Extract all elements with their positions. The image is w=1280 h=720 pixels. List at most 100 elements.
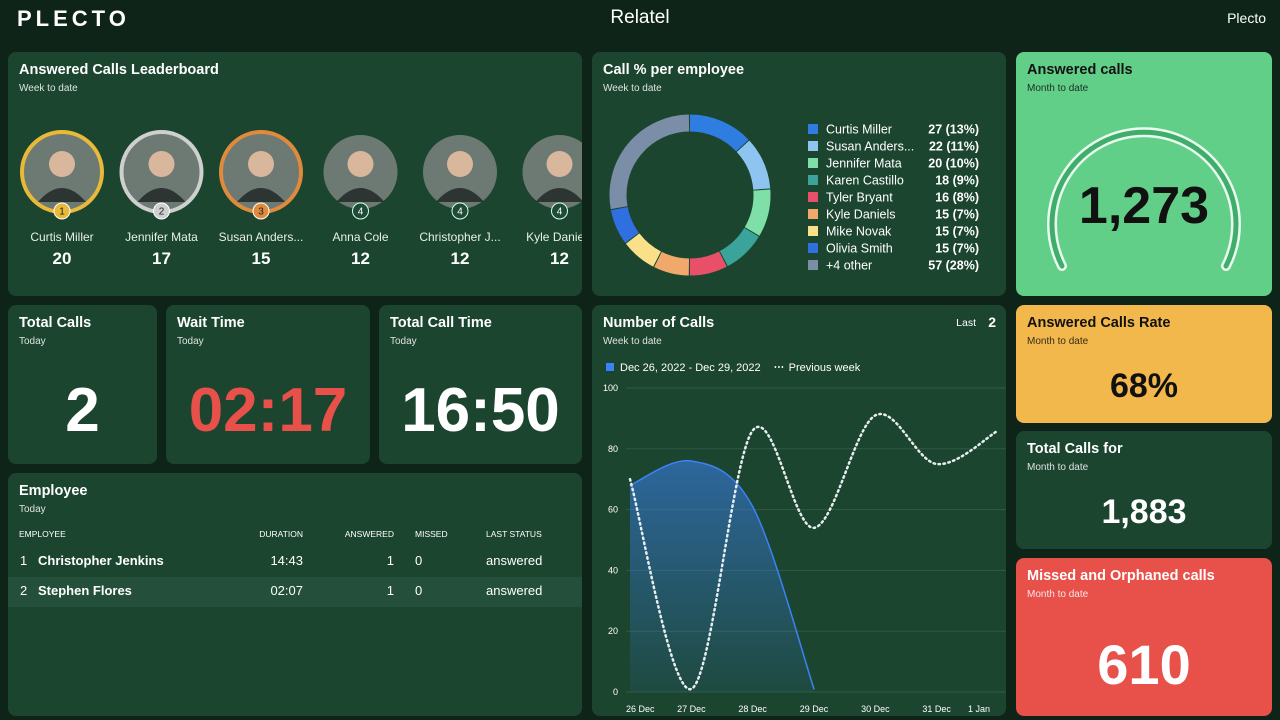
avatar-body: [336, 188, 385, 202]
legend-value: 27 (13%): [928, 123, 979, 137]
legend-swatch: [808, 260, 818, 270]
kpi-value: 1,273: [1078, 177, 1210, 235]
rank: 3: [258, 207, 264, 218]
kpi-value: 16:50: [401, 376, 560, 445]
y-tick-label: 80: [608, 444, 618, 454]
card: Total Call Time Today 16:50: [379, 305, 582, 464]
rank-badge: [153, 202, 170, 220]
column-header: MISSED: [415, 529, 448, 539]
donut-segment: [689, 251, 727, 276]
rank-badge: [53, 202, 71, 220]
leader-name: Christopher J...: [419, 230, 500, 244]
x-tick-label: 29 Dec: [800, 704, 829, 714]
table-cell: 1: [386, 583, 394, 598]
column-header: DURATION: [259, 529, 303, 539]
rank: 4: [358, 207, 364, 218]
legend-value: 15 (7%): [935, 242, 979, 256]
y-tick-label: 20: [608, 626, 618, 636]
donut-segment: [689, 114, 749, 152]
leader-name: Kyle Daniels: [526, 230, 582, 244]
avatar-head: [248, 151, 274, 177]
legend-label: Mike Novak: [826, 225, 892, 239]
card-title: Total Calls for: [1027, 441, 1123, 457]
legend-swatch: [808, 192, 818, 202]
card-subtitle: Week to date: [603, 83, 662, 94]
table-cell: Stephen Flores: [38, 583, 132, 598]
legend-value: 20 (10%): [928, 157, 979, 171]
legend-label: +4 other: [826, 259, 872, 273]
account: Plecto: [1227, 10, 1266, 26]
x-tick-label: 28 Dec: [738, 704, 767, 714]
card-title: Employee: [19, 483, 88, 499]
table-cell: Christopher Jenkins: [38, 553, 164, 568]
donut-segment: [609, 114, 690, 210]
logo: PLECTO: [17, 6, 130, 31]
legend-swatch: [808, 209, 818, 219]
donut-segment: [719, 227, 759, 267]
card-subtitle: Month to date: [1027, 83, 1089, 94]
x-tick-label: 26 Dec: [626, 704, 655, 714]
y-tick-label: 40: [608, 565, 618, 575]
legend-label: Dec 26, 2022 - Dec 29, 2022: [620, 362, 761, 374]
avatar-head: [447, 151, 473, 177]
card-title: Total Call Time: [390, 315, 492, 331]
x-tick-label: 27 Dec: [677, 704, 706, 714]
card-title: Wait Time: [177, 315, 245, 331]
card-subtitle: Month to date: [1027, 336, 1089, 347]
legend-label: Susan Anders...: [826, 140, 914, 154]
card: Answered Calls Rate Month to date 68%: [1016, 305, 1272, 423]
table-cell: 1: [20, 553, 28, 568]
legend-value: 16 (8%): [935, 191, 979, 205]
legend-value: 15 (7%): [935, 225, 979, 239]
card-subtitle: Week to date: [19, 83, 78, 94]
x-tick-label: 30 Dec: [861, 704, 890, 714]
row-highlight: [8, 577, 582, 607]
y-tick-label: 100: [603, 383, 618, 393]
card-title: Answered Calls Leaderboard: [19, 62, 219, 78]
card: Employee Today EMPLOYEE DURATION ANSWERED MIS…: [8, 473, 582, 716]
table-cell: 14:43: [270, 553, 303, 568]
table-cell: 2: [20, 583, 28, 598]
legend-label: Curtis Miller: [826, 123, 892, 137]
period-label: Last: [956, 317, 976, 329]
leader-value: 20: [53, 249, 72, 268]
card-title: Call % per employee: [603, 62, 745, 78]
leader-name: Anna Cole: [332, 230, 388, 244]
page-title: Relatel: [610, 7, 670, 28]
avatar-head: [347, 151, 374, 177]
card: Call % per employee Week to date Curtis Mi…: [592, 52, 1006, 296]
table-cell: answered: [486, 583, 543, 598]
card: Total Calls Today 2: [8, 305, 157, 464]
kpi-value: 02:17: [188, 376, 348, 445]
card-title: Answered Calls Rate: [1027, 315, 1171, 331]
rank: 4: [457, 207, 463, 218]
avatar-body: [535, 188, 582, 202]
legend-swatch: [808, 175, 818, 185]
gauge-arc-inner: [1049, 129, 1239, 269]
widget-svg: Curtis Miller 27 (13%) Susan Anders... 22 (…: [609, 114, 979, 276]
card: Missed and Orphaned calls Month to date 61…: [1016, 558, 1272, 716]
y-tick-label: 60: [608, 505, 618, 515]
avatar-head: [148, 151, 175, 177]
widget-svg: 1 Curtis Miller 20 2 Jennifer Mata 17 3 Susan A…: [20, 130, 582, 268]
column-header: EMPLOYEE: [19, 529, 66, 539]
card-subtitle: Month to date: [1027, 589, 1089, 600]
card-title: Number of Calls: [603, 315, 715, 331]
legend-swatch: [808, 124, 818, 134]
legend-label: Previous week: [789, 362, 861, 374]
card-subtitle: Today: [177, 336, 204, 347]
avatar-body: [237, 188, 285, 202]
legend-swatch: [808, 141, 818, 151]
table-cell: 0: [415, 553, 423, 568]
line: [629, 459, 815, 690]
rank: 2: [159, 207, 165, 218]
table-cell: 0: [415, 583, 423, 598]
donut-segment: [610, 206, 640, 243]
legend-swatch: [808, 158, 818, 168]
rank-badge: [551, 202, 568, 220]
donut-segment: [744, 189, 771, 236]
leader-value: 12: [451, 249, 470, 268]
leader-value: 17: [152, 249, 171, 268]
donut-segment: [736, 140, 771, 191]
